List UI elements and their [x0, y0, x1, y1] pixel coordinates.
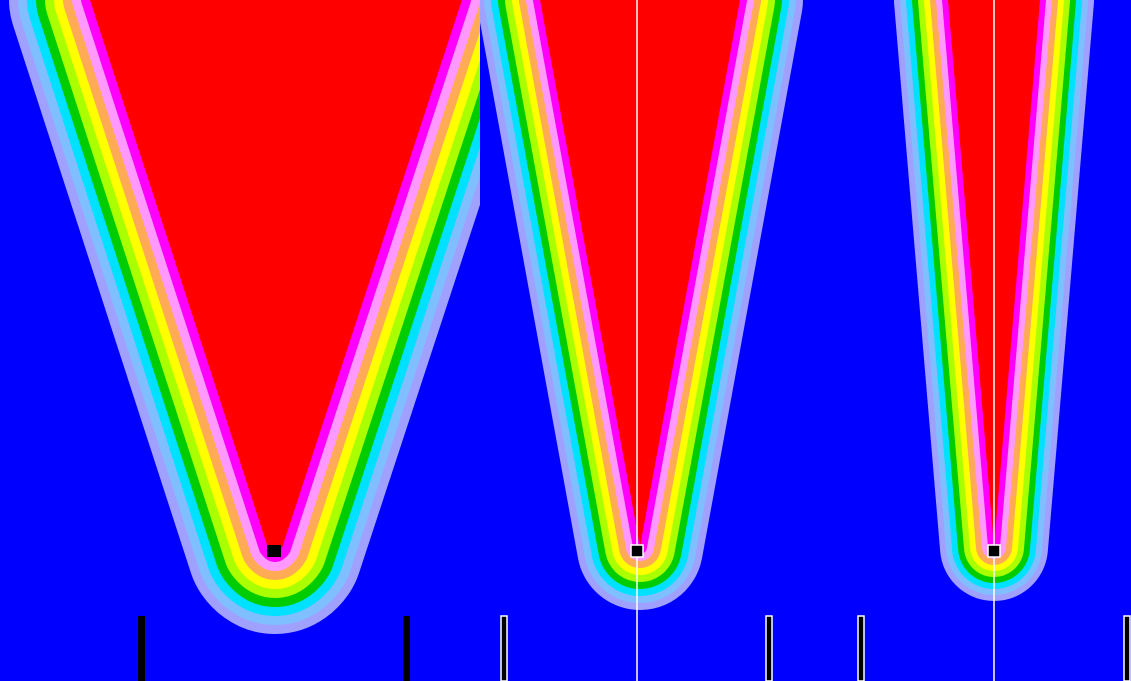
panel-2-bar-right — [765, 615, 773, 681]
panel-1-field — [0, 0, 480, 681]
panel-1-core — [90, 0, 462, 553]
panel-2-core — [540, 0, 740, 547]
cone-panel-2 — [480, 0, 818, 681]
panel-2-field — [480, 0, 818, 681]
panel-3-source-marker — [987, 544, 1001, 558]
panel-3-field — [818, 0, 1131, 681]
panel-1-bar-right — [403, 616, 410, 681]
panel-1-bar-left — [138, 616, 145, 681]
panel-2-bar-left — [500, 615, 508, 681]
panel-1-source-marker — [267, 545, 281, 557]
panel-3-bar-left — [857, 615, 865, 681]
cone-panel-3 — [818, 0, 1131, 681]
cone-panel-1 — [0, 0, 480, 681]
panel-2-source-marker — [630, 544, 644, 558]
panel-3-bar-right — [1123, 615, 1131, 681]
